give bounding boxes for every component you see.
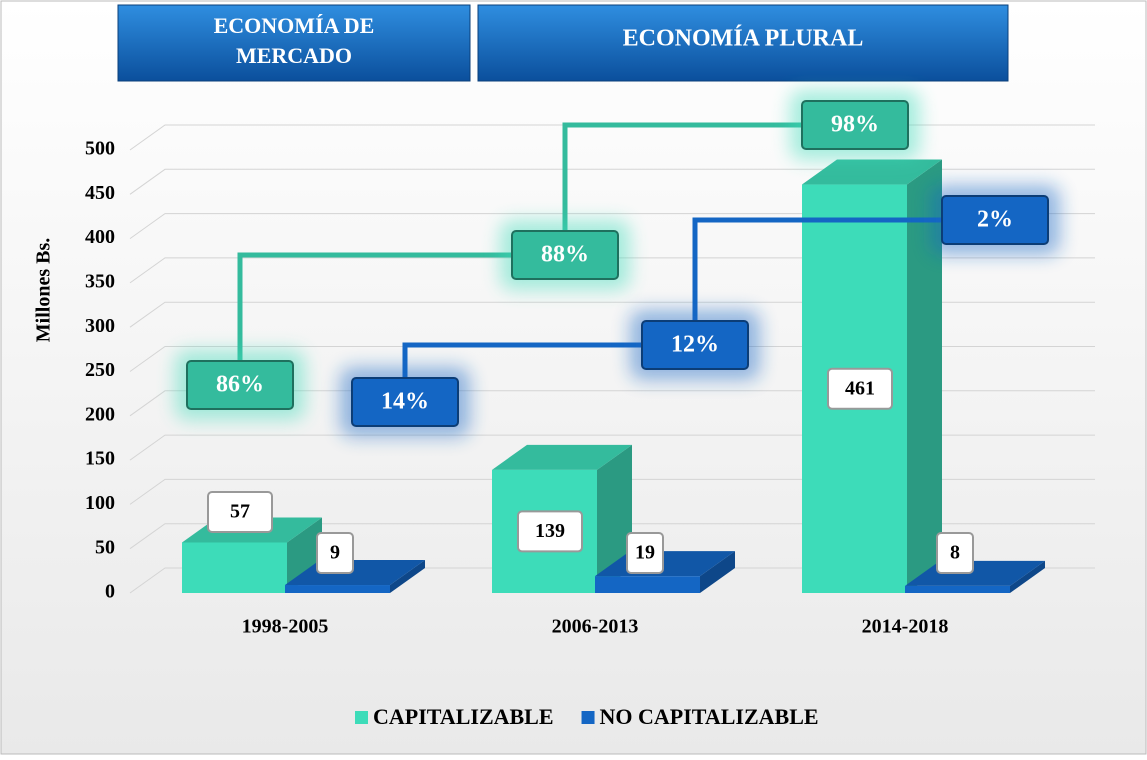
legend-swatch	[581, 711, 595, 724]
grid-line	[129, 346, 1095, 372]
y-tick-label: 350	[85, 270, 115, 292]
y-tick-label: 150	[85, 448, 115, 470]
header-text: ECONOMÍA DE MERCADO	[214, 13, 375, 68]
data-label-text: 19	[635, 542, 655, 564]
legend-label: CAPITALIZABLE	[373, 704, 554, 729]
bar-side	[1010, 560, 1045, 593]
y-tick-label: 500	[85, 138, 115, 160]
share-label-text: 14%	[381, 389, 429, 415]
y-tick-label: 250	[85, 359, 115, 381]
connector	[692, 217, 945, 320]
data-label-text: 8	[950, 542, 960, 564]
header-box	[117, 4, 471, 82]
data-label-box	[517, 510, 583, 553]
y-axis-label: Millones Bs.	[33, 238, 55, 342]
data-label-text: 139	[535, 520, 565, 542]
connector	[402, 342, 645, 377]
x-tick-label: 1998-2005	[242, 616, 329, 638]
share-label: 86%	[186, 360, 294, 410]
grid-line	[129, 213, 1095, 240]
connector	[237, 252, 515, 360]
share-label: 14%	[351, 377, 459, 427]
y-tick-label: 100	[85, 492, 115, 514]
data-label-text: 9	[330, 542, 340, 564]
share-label-box	[801, 100, 909, 150]
grid-line	[129, 523, 1095, 550]
y-tick-label: 300	[85, 315, 115, 337]
x-tick-label: 2006-2013	[552, 616, 639, 638]
y-tick-label: 50	[95, 536, 115, 558]
bar	[595, 576, 700, 593]
data-label: 9	[316, 532, 354, 574]
share-label-box	[186, 360, 294, 410]
y-tick-label: 400	[85, 226, 115, 248]
data-label-box	[626, 532, 664, 574]
share-label-box	[511, 230, 619, 280]
grid-line	[129, 434, 1095, 461]
grid-line	[129, 257, 1095, 284]
data-label-box	[827, 367, 893, 410]
data-label: 461	[827, 367, 893, 410]
bar-top	[802, 159, 942, 185]
y-tick-label: 0	[105, 581, 115, 603]
bar-side	[390, 560, 425, 593]
share-label-text: 12%	[671, 332, 719, 358]
data-label-text: 57	[230, 501, 250, 523]
grid-line	[129, 168, 1095, 195]
bar	[905, 585, 1010, 593]
share-label: 2%	[941, 195, 1049, 245]
y-tick-label: 450	[85, 182, 115, 204]
share-label-box	[941, 195, 1049, 245]
bar-side	[907, 159, 942, 593]
bar-top	[492, 444, 632, 470]
data-label-box	[207, 491, 273, 533]
share-label: 98%	[801, 100, 909, 150]
data-label-box	[316, 532, 354, 574]
data-label-text: 461	[845, 377, 875, 399]
share-label: 12%	[641, 320, 749, 370]
grid-line	[129, 478, 1095, 505]
data-label: 19	[626, 532, 664, 574]
grid-line	[129, 390, 1095, 417]
share-label-text: 88%	[541, 242, 589, 268]
header-box	[477, 4, 1009, 82]
legend-swatch	[355, 711, 368, 724]
share-label-box	[351, 377, 459, 427]
share-label: 88%	[511, 230, 619, 280]
share-label-text: 86%	[216, 372, 264, 398]
x-tick-label: 2014-2018	[862, 616, 949, 638]
share-label-text: 2%	[977, 207, 1013, 233]
header-text: ECONOMÍA PLURAL	[623, 26, 864, 52]
data-label: 8	[936, 532, 974, 574]
connector	[562, 122, 805, 230]
bar	[182, 542, 287, 593]
share-label-box	[641, 320, 749, 370]
data-label: 57	[207, 491, 273, 533]
share-label-text: 98%	[831, 112, 879, 138]
grid-line	[129, 567, 1095, 594]
y-tick-label: 200	[85, 403, 115, 425]
bar	[285, 585, 390, 593]
legend-label: NO CAPITALIZABLE	[600, 704, 819, 729]
bar-side	[700, 551, 735, 593]
data-label: 139	[517, 510, 583, 553]
data-label-box	[936, 532, 974, 574]
bar-side	[597, 444, 632, 593]
grid-line	[129, 301, 1095, 328]
